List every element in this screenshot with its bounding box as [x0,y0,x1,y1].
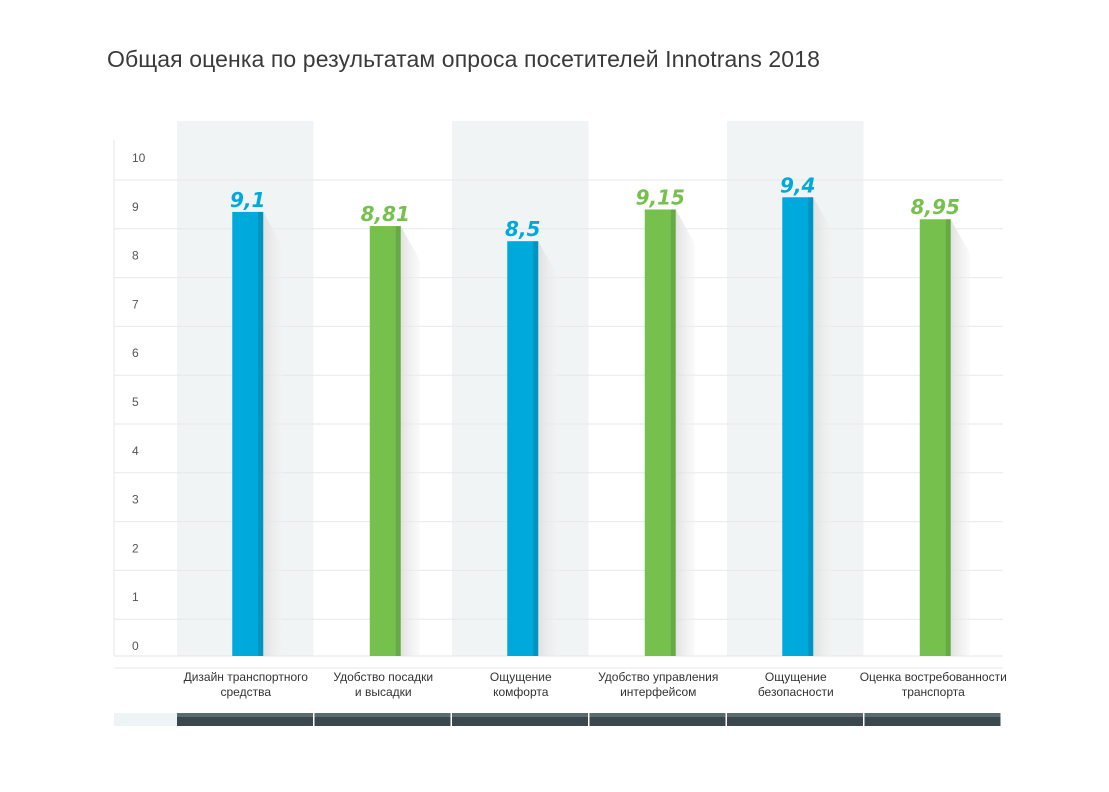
x-tick-label: Ощущение [490,670,552,684]
footer-strip [114,713,1001,726]
value-label: 8,5 [505,217,540,241]
bar-shadows [263,197,970,657]
y-tick-label: 0 [132,639,139,653]
y-tick-label: 1 [132,590,139,604]
value-label: 9,15 [636,185,685,209]
value-labels: 9,1 8,81 8,5 9,15 9,4 8,95 [230,173,960,241]
bar-shadow [950,219,970,657]
chart-title: Общая оценка по результатам опроса посет… [107,46,820,72]
y-tick-label: 5 [132,395,139,409]
bar [507,241,539,656]
bar [919,219,951,657]
y-tick-label: 3 [132,493,139,507]
y-tick-label: 7 [132,297,139,311]
y-tick-label: 10 [132,151,146,165]
footer-segment-highlight [589,713,726,717]
bar-edge [808,197,814,656]
bar-shadow [400,226,420,656]
value-label: 9,1 [230,188,265,212]
y-tick-label: 9 [132,200,139,214]
bar [782,197,814,656]
x-tick-label: безопасности [758,685,834,699]
y-tick-label: 6 [132,346,139,360]
value-label: 9,4 [780,173,815,197]
bar-edge [670,209,676,657]
bar-edge [395,226,401,656]
value-label: 8,95 [911,195,960,219]
footer-segment-highlight [314,713,451,717]
x-tick-label: комфорта [493,685,549,699]
bar-shadow [813,197,833,656]
x-tick-label: Дизайн транспортного [184,670,309,684]
y-tick-label: 4 [132,444,139,458]
footer-segment-highlight [864,713,1001,717]
bar [644,209,676,657]
x-tick-label: Удобство посадки [333,670,433,684]
footer-segment-highlight [177,713,313,717]
bars [232,197,951,657]
value-label: 8,81 [361,202,410,226]
x-tick-label: Удобство управления [598,670,718,684]
bar [232,211,264,657]
footer-segment-highlight [727,713,863,717]
footer-segment-highlight [452,713,588,717]
bar-edge [258,211,264,657]
x-tick-label: интерфейсом [620,685,696,699]
bar-edge [533,241,539,656]
y-tick-label: 8 [132,249,139,263]
bar-shadow [675,209,695,657]
footer-light-segment [114,713,177,726]
x-tick-label: транспорта [902,685,965,699]
x-tick-label: Оценка востребованности [860,670,1007,684]
y-tick-label: 2 [132,541,139,555]
bar-shadow [538,241,558,656]
x-tick-label: и высадки [355,685,412,699]
x-tick-label: Ощущение [765,670,827,684]
bar-shadow [263,211,283,657]
bar [369,226,401,656]
bar-edge [945,219,951,657]
x-tick-label: средства [221,685,272,699]
